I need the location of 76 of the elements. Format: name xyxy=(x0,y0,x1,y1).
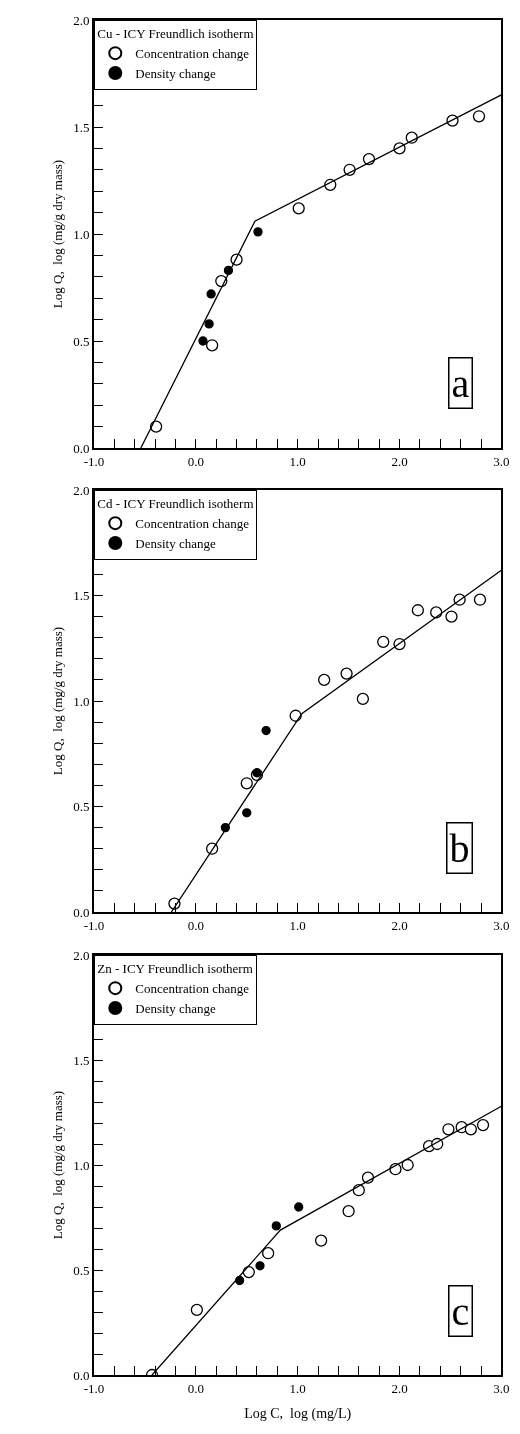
point xyxy=(476,1118,490,1132)
x-tick-label: 1.0 xyxy=(289,453,306,469)
point xyxy=(442,1123,455,1136)
y-tick-label: 1.0 xyxy=(73,226,90,242)
point xyxy=(294,1202,304,1212)
x-tick-label: -1.0 xyxy=(83,453,105,469)
x-tick-label: -1.0 xyxy=(83,1380,105,1396)
x-tick-label: 2.0 xyxy=(391,1380,408,1396)
point xyxy=(234,1275,245,1286)
point xyxy=(204,319,214,329)
legend-title: Cu - ICY Freundlich isotherm xyxy=(97,26,254,42)
x-tick-label: 2.0 xyxy=(391,453,408,469)
legend-label: Concentration change xyxy=(135,46,250,62)
legend-label: Density change xyxy=(135,536,217,552)
x-tick-label: 0.0 xyxy=(187,1380,204,1396)
point xyxy=(261,725,271,736)
point xyxy=(342,1205,355,1218)
y-axis-title: Log Q, log (mg/g dry mass) xyxy=(49,159,65,309)
x-tick-label: 2.0 xyxy=(391,917,408,933)
point xyxy=(206,289,216,299)
legend-title: Zn - ICY Freundlich isotherm xyxy=(97,961,253,977)
x-tick-label: 3.0 xyxy=(493,1380,510,1396)
y-tick-label: 1.5 xyxy=(73,119,90,135)
point xyxy=(472,110,486,123)
x-tick-label: 1.0 xyxy=(289,917,306,933)
y-tick-label: 0.5 xyxy=(73,799,90,815)
point xyxy=(292,202,305,215)
y-tick-label: 1.5 xyxy=(73,1052,90,1068)
y-axis-title: Log Q, log (mg/g dry mass) xyxy=(49,626,65,776)
legend-label: Concentration change xyxy=(135,981,250,997)
y-tick-label: 1.5 xyxy=(73,588,90,604)
point xyxy=(356,692,370,706)
annotation: b xyxy=(449,825,470,871)
point xyxy=(271,1221,281,1231)
point xyxy=(377,635,390,649)
point xyxy=(314,1234,328,1247)
y-tick-label: 2.0 xyxy=(73,482,90,498)
annotation: c xyxy=(451,1288,470,1334)
point xyxy=(240,777,253,790)
x-tick-label: 3.0 xyxy=(493,453,510,469)
legend-label: Concentration change xyxy=(135,516,250,532)
point xyxy=(255,1261,265,1271)
point xyxy=(242,808,252,818)
y-tick-label: 0.5 xyxy=(73,1262,90,1278)
y-tick-label: 0.0 xyxy=(73,904,90,920)
point xyxy=(242,1265,255,1279)
legend-title: Cd - ICY Freundlich isotherm xyxy=(97,496,254,512)
x-axis-title: Log C, log (mg/L) xyxy=(244,1406,352,1423)
x-tick-label: 1.0 xyxy=(289,1380,306,1396)
point xyxy=(411,604,425,617)
x-tick-label: 0.0 xyxy=(187,453,204,469)
annotation: a xyxy=(451,360,470,406)
point xyxy=(205,339,219,352)
point xyxy=(445,610,458,623)
point xyxy=(401,1158,414,1172)
x-tick-label: 0.0 xyxy=(187,917,204,933)
point xyxy=(340,667,353,680)
legend-label: Density change xyxy=(135,1001,217,1017)
y-tick-label: 0.0 xyxy=(73,1367,90,1383)
point xyxy=(190,1303,204,1317)
y-tick-label: 0.0 xyxy=(73,440,90,456)
x-tick-label: 3.0 xyxy=(493,917,510,933)
y-tick-label: 1.0 xyxy=(73,1157,90,1173)
point xyxy=(473,593,487,606)
y-tick-label: 2.0 xyxy=(73,12,90,28)
point xyxy=(253,227,263,237)
point xyxy=(198,336,208,346)
point xyxy=(318,673,331,687)
y-tick-label: 0.5 xyxy=(73,333,90,349)
y-axis-title: Log Q, log (mg/g dry mass) xyxy=(49,1090,65,1240)
legend-label: Density change xyxy=(135,66,217,82)
point xyxy=(464,1123,477,1136)
y-tick-label: 1.0 xyxy=(73,693,90,709)
point xyxy=(262,1247,275,1260)
x-tick-label: -1.0 xyxy=(83,917,105,933)
y-tick-label: 2.0 xyxy=(73,947,90,963)
